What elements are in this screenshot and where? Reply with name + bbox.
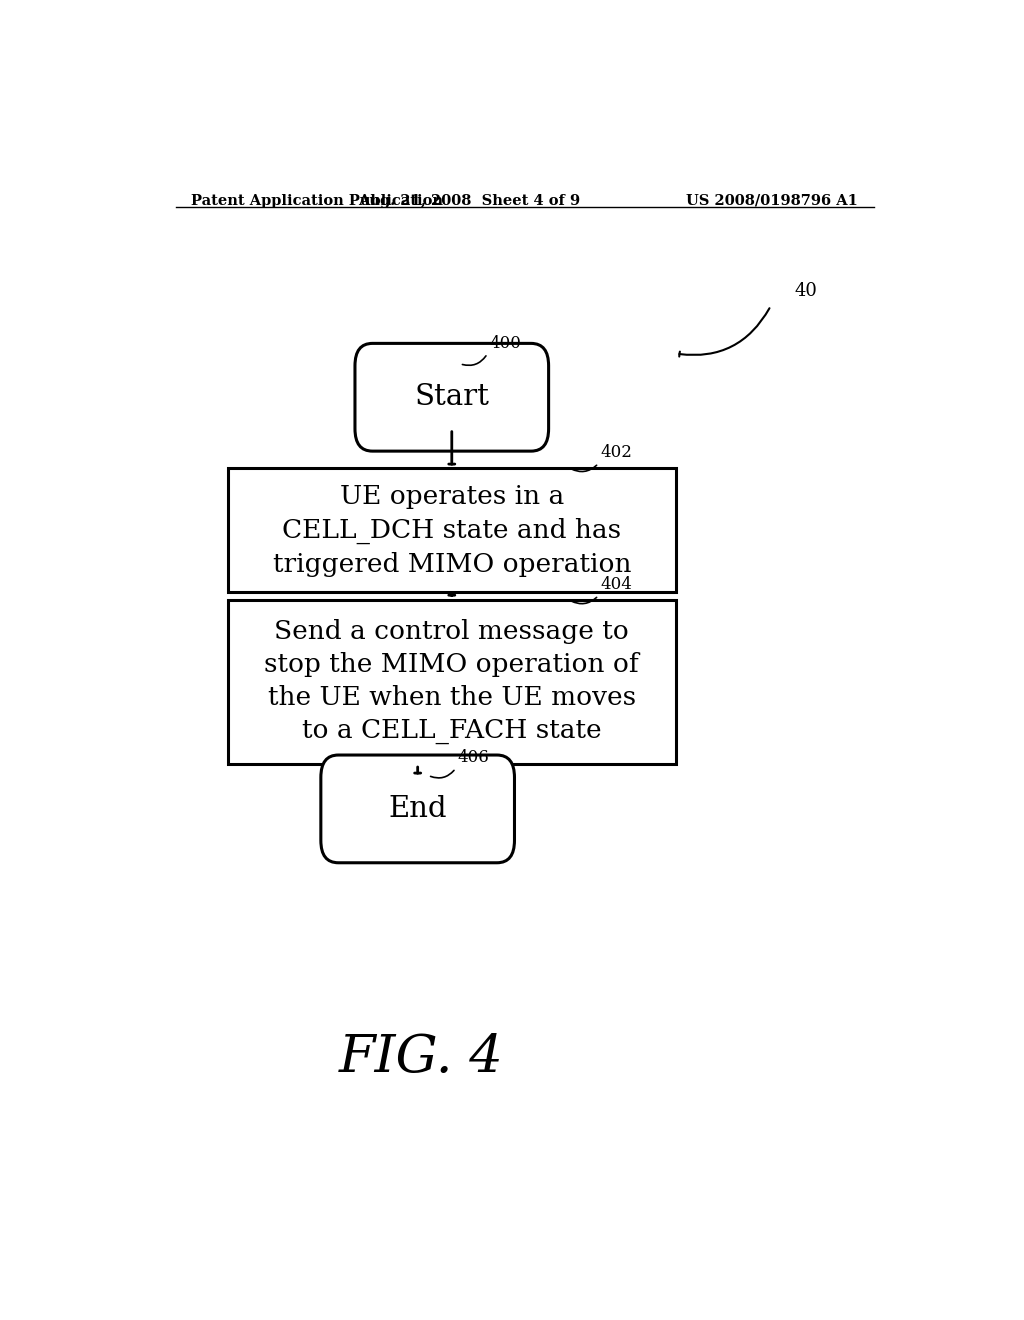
Text: US 2008/0198796 A1: US 2008/0198796 A1: [686, 194, 858, 209]
FancyBboxPatch shape: [321, 755, 514, 863]
Text: Send a control message to
stop the MIMO operation of
the UE when the UE moves
to: Send a control message to stop the MIMO …: [264, 619, 639, 744]
Bar: [227, 469, 676, 593]
Text: 40: 40: [795, 281, 817, 300]
Text: 402: 402: [600, 445, 632, 461]
Text: End: End: [388, 795, 446, 822]
Text: Aug. 21, 2008  Sheet 4 of 9: Aug. 21, 2008 Sheet 4 of 9: [358, 194, 581, 209]
Text: Patent Application Publication: Patent Application Publication: [191, 194, 443, 209]
FancyBboxPatch shape: [355, 343, 549, 451]
Text: 400: 400: [489, 334, 521, 351]
Text: 406: 406: [458, 750, 489, 766]
Bar: [227, 599, 676, 764]
Text: 404: 404: [600, 577, 632, 594]
Text: UE operates in a
CELL_DCH state and has
triggered MIMO operation: UE operates in a CELL_DCH state and has …: [272, 484, 631, 577]
Text: Start: Start: [415, 383, 489, 412]
Text: FIG. 4: FIG. 4: [339, 1032, 504, 1084]
